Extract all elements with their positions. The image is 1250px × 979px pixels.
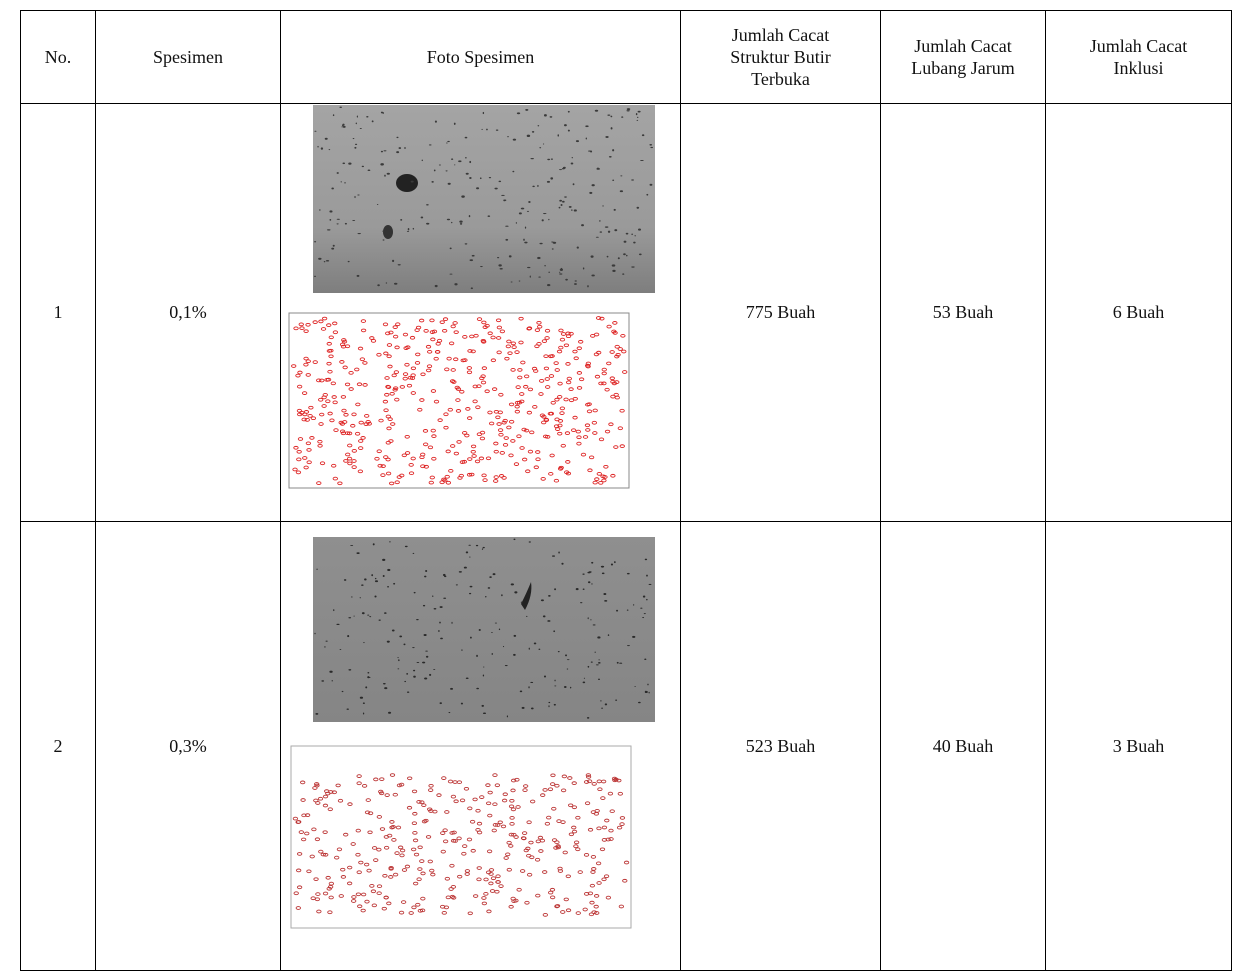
photo-cell bbox=[281, 104, 681, 522]
header-line: Lubang Jarum bbox=[881, 57, 1045, 79]
cell: 1 bbox=[21, 104, 96, 522]
cell: 40 Buah bbox=[881, 522, 1046, 971]
header-line: Jumlah Cacat bbox=[881, 35, 1045, 57]
cell: 2 bbox=[21, 522, 96, 971]
cell: 6 Buah bbox=[1046, 104, 1232, 522]
header-line: Struktur Butir bbox=[681, 46, 880, 68]
header-line: Jumlah Cacat bbox=[681, 24, 880, 46]
cell: 3 Buah bbox=[1046, 522, 1232, 971]
header-line: Terbuka bbox=[681, 68, 880, 90]
header-line: Jumlah Cacat bbox=[1046, 35, 1231, 57]
cell: 523 Buah bbox=[681, 522, 881, 971]
cell: 775 Buah bbox=[681, 104, 881, 522]
row: 2 0,3% 523 Buah 40 Buah 3 Buah bbox=[21, 522, 1232, 971]
row: 1 0,1% 775 Buah 53 Buah 6 Buah bbox=[21, 104, 1232, 522]
header-cell: Spesimen bbox=[96, 11, 281, 104]
cell: 53 Buah bbox=[881, 104, 1046, 522]
cell: 0,3% bbox=[96, 522, 281, 971]
photo-cell bbox=[281, 522, 681, 971]
header-cell: Foto Spesimen bbox=[281, 11, 681, 104]
header-cell: No. bbox=[21, 11, 96, 104]
cell: 0,1% bbox=[96, 104, 281, 522]
header-line: Inklusi bbox=[1046, 57, 1231, 79]
page: No. Spesimen Foto Spesimen Jumlah CacatS… bbox=[0, 0, 1250, 979]
